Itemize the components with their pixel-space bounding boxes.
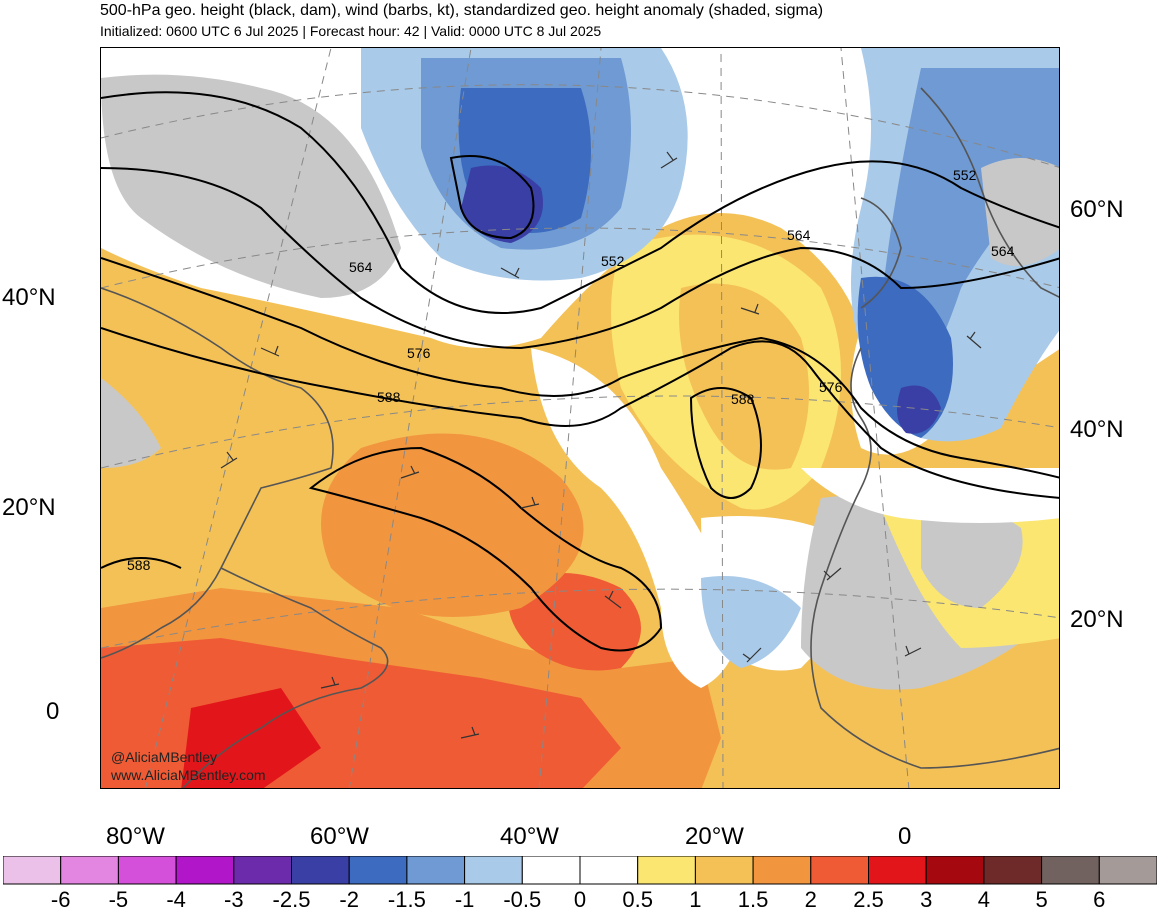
lat-label-right: 40°N: [1070, 416, 1124, 443]
colorbar-swatch: [694, 856, 754, 885]
lat-label-left: 0: [46, 698, 60, 725]
colorbar-swatches: [3, 856, 1157, 885]
contour-label: 564: [349, 259, 373, 275]
colorbar-tick-label: -2.5: [272, 887, 311, 912]
anomaly-neutral-med: [801, 468, 1059, 523]
lat-label-right: 60°N: [1070, 196, 1124, 223]
anomaly-negative-greenland-core: [461, 165, 543, 243]
anomaly-map: 564 552 576 588 564 588 576 552 564 588: [100, 47, 1060, 789]
colorbar-swatch: [3, 856, 62, 885]
credit-url: www.AliciaMBentley.com: [110, 767, 266, 783]
colorbar-tick-label: 1.5: [737, 887, 769, 912]
land-gray-canada: [101, 74, 401, 299]
colorbar-tick-label: -1: [454, 887, 475, 912]
colorbar-swatch: [810, 856, 869, 885]
lon-label: 80°W: [106, 823, 165, 850]
colorbar-swatch: [175, 856, 235, 885]
map-subtitle: Initialized: 0600 UTC 6 Jul 2025 | Forec…: [100, 23, 602, 39]
land-gray-west: [101, 378, 161, 468]
colorbar-tick-label: -0.5: [503, 887, 542, 912]
colorbar-swatch: [868, 856, 927, 885]
colorbar-tick-label: 1: [689, 887, 702, 912]
map-title: 500-hPa geo. height (black, dam), wind (…: [100, 2, 824, 19]
colorbar-swatch: [117, 856, 177, 885]
colorbar-swatch: [579, 856, 639, 885]
colorbar-swatch: [637, 856, 696, 885]
colorbar-swatch: [1041, 856, 1100, 885]
colorbar-swatch: [464, 856, 523, 885]
land-gray-scandinavia: [981, 158, 1059, 266]
colorbar-tick-label: -6: [50, 887, 71, 912]
colorbar-tick-label: 0.5: [622, 887, 653, 912]
contour-label: 552: [601, 253, 625, 269]
height-contours: [101, 91, 1059, 652]
contour-label: 588: [127, 557, 151, 573]
colorbar-tick-label: 2.5: [853, 887, 884, 912]
colorbar-tick-label: 6: [1093, 887, 1106, 912]
contour-label: 552: [953, 167, 977, 183]
colorbar-swatch: [983, 856, 1043, 885]
colorbar-tick-label: -3: [224, 887, 244, 912]
land-gray-sahara: [921, 505, 1023, 608]
contour-label: 588: [377, 389, 401, 405]
colorbar-swatch: [348, 856, 408, 885]
wind-barbs: [220, 151, 982, 739]
contour-label: 576: [407, 345, 431, 361]
contour-label-group: 564 552 576 588 564 588 576 552 564 588: [127, 167, 1015, 573]
contour-label: 564: [787, 227, 811, 243]
anomaly-negative-europe-core: [897, 385, 941, 434]
contour-label: 588: [731, 391, 755, 407]
contour-label: 564: [991, 243, 1015, 259]
colorbar-swatch: [233, 856, 293, 885]
lat-label-left: 20°N: [2, 494, 56, 521]
colorbar-swatch: [60, 856, 119, 885]
lon-label: 40°W: [500, 823, 559, 850]
lon-label: 60°W: [310, 823, 369, 850]
colorbar-swatch: [1098, 856, 1157, 885]
coastlines: [101, 87, 1059, 788]
colorbar-tick-label: 4: [977, 887, 991, 912]
colorbar: [3, 856, 1157, 885]
anomaly-neutral-band: [531, 348, 741, 688]
anomaly-positive-core: [508, 573, 641, 671]
contour-label: 576: [819, 379, 843, 395]
colorbar-tick-label: 5: [1035, 887, 1048, 912]
anomaly-positive-west: [321, 433, 584, 617]
lat-label-left: 40°N: [2, 284, 56, 311]
colorbar-swatch: [291, 856, 350, 885]
colorbar-tick-label: 0: [573, 887, 587, 912]
colorbar-tick-label: -5: [108, 887, 129, 912]
colorbar-tick-label: 2: [804, 887, 817, 912]
colorbar-tick-label: -2: [339, 887, 359, 912]
colorbar-swatch: [752, 856, 812, 885]
map-canvas: 564 552 576 588 564 588 576 552 564 588: [101, 48, 1059, 788]
colorbar-swatch: [521, 856, 581, 885]
colorbar-swatch: [925, 856, 985, 885]
colorbar-tick-label: -4: [166, 887, 186, 912]
colorbar-tick-label: -1.5: [387, 887, 426, 912]
lat-label-right: 20°N: [1070, 606, 1124, 633]
graticule: [101, 48, 1059, 788]
credit-handle: @AliciaMBentley: [111, 749, 217, 765]
colorbar-tick-label: 3: [920, 887, 933, 912]
lon-label: 20°W: [685, 823, 744, 850]
anomaly-negative-tropical: [701, 576, 801, 668]
colorbar-swatch: [406, 856, 466, 885]
lon-label: 0: [898, 823, 912, 850]
anomaly-ridge-core: [679, 283, 809, 470]
